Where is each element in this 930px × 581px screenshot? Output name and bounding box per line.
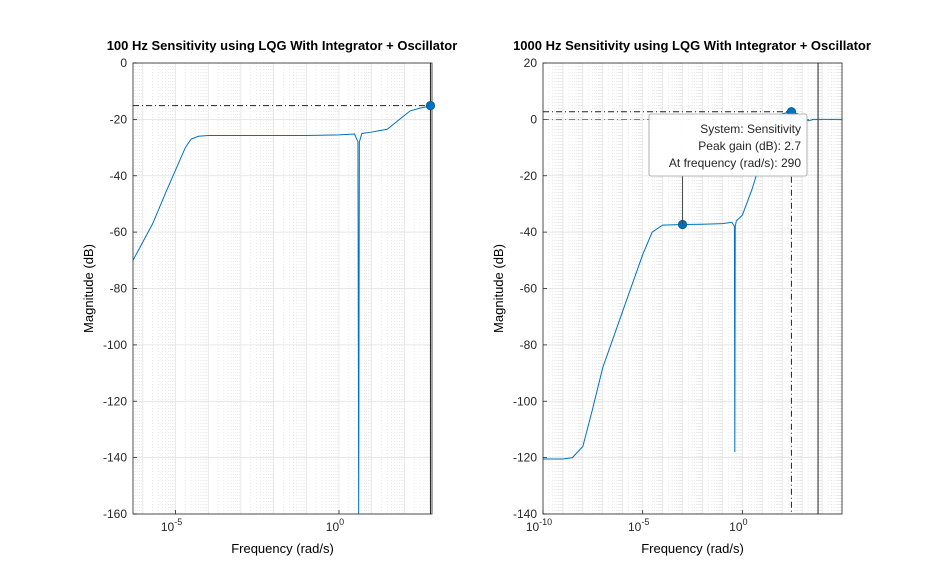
x-axis-label: Frequency (rad/s) (641, 541, 744, 556)
x-tick-base: 10 (729, 520, 743, 534)
x-tick-exponent: -5 (641, 517, 649, 527)
y-tick-label: -100 (103, 338, 127, 352)
peak-marker (425, 100, 436, 111)
chart-title: 1000 Hz Sensitivity using LQG With Integ… (513, 38, 871, 53)
y-tick-label: -20 (110, 112, 128, 126)
y-tick-label: -160 (103, 507, 127, 521)
x-tick-label: 10-10 (526, 517, 552, 534)
x-tick-base: 10 (628, 520, 642, 534)
x-tick-base: 10 (326, 520, 340, 534)
y-tick-label: 0 (530, 112, 537, 126)
chart-title: 100 Hz Sensitivity using LQG With Integr… (107, 38, 458, 53)
x-tick-base: 10 (526, 520, 540, 534)
y-tick-label: -100 (513, 394, 537, 408)
y-tick-label: -60 (520, 282, 538, 296)
y-tick-label: -40 (110, 169, 128, 183)
series-line (132, 105, 431, 515)
x-axis-label: Frequency (rad/s) (231, 541, 334, 556)
datatip-system: System: Sensitivity (700, 122, 801, 136)
x-tick-exponent: 0 (339, 517, 344, 527)
y-tick-label: -60 (110, 225, 128, 239)
y-tick-label: 20 (524, 56, 538, 70)
y-tick-label: -140 (513, 507, 537, 521)
x-tick-exponent: -10 (539, 517, 552, 527)
y-tick-label: -40 (520, 225, 538, 239)
axes-frame (542, 62, 843, 515)
x-tick-label: 10-5 (161, 517, 182, 534)
datatip-peak-gain: Peak gain (dB): 2.7 (698, 139, 801, 153)
y-tick-label: 0 (120, 56, 127, 70)
y-tick-label: -80 (520, 338, 538, 352)
y-tick-label: -140 (103, 451, 127, 465)
y-tick-label: -120 (513, 451, 537, 465)
y-tick-label: -20 (520, 169, 538, 183)
y-tick-label: -120 (103, 394, 127, 408)
y-axis-label: Magnitude (dB) (81, 244, 96, 333)
x-tick-label: 10-5 (628, 517, 649, 534)
y-tick-label: -80 (110, 282, 128, 296)
x-tick-label: 100 (326, 517, 344, 534)
datatip-frequency: At frequency (rad/s): 290 (669, 156, 801, 170)
x-tick-label: 100 (729, 517, 747, 534)
x-tick-base: 10 (161, 520, 175, 534)
y-axis-label: Magnitude (dB) (491, 244, 506, 333)
datatip-box[interactable]: System: Sensitivity Peak gain (dB): 2.7 At… (648, 113, 808, 177)
x-tick-exponent: 0 (743, 517, 748, 527)
datatip-background (648, 113, 808, 177)
axes-frame (132, 62, 433, 515)
x-tick-exponent: -5 (174, 517, 182, 527)
